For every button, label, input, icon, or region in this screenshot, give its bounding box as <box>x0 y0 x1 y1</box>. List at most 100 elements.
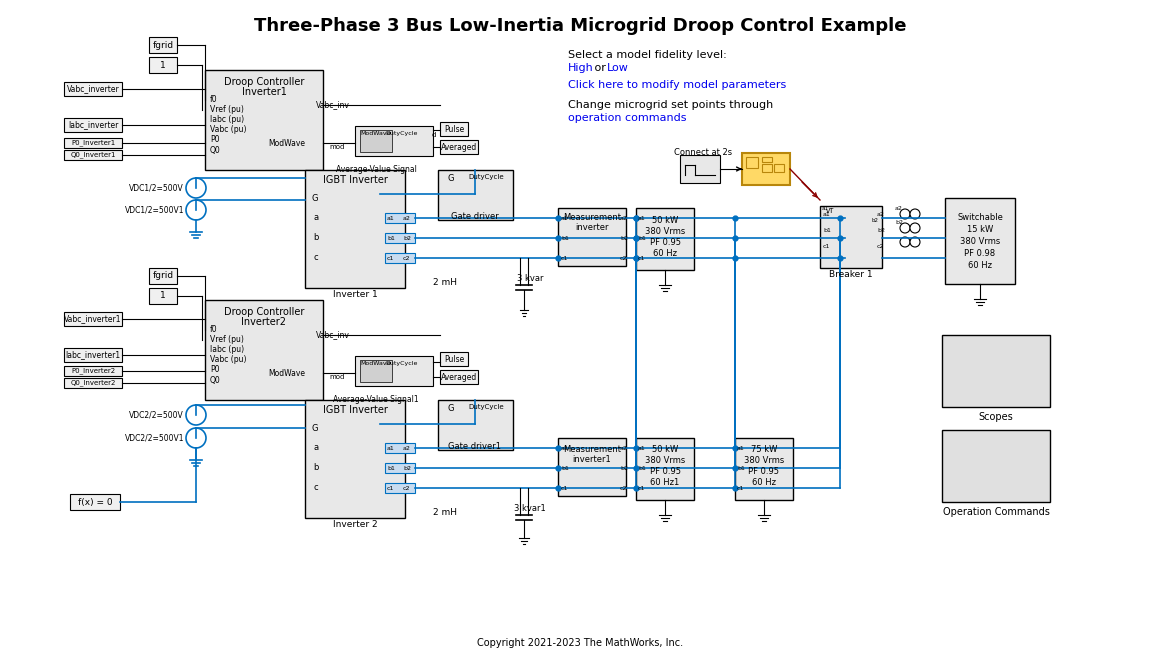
Text: P0_Inverter2: P0_Inverter2 <box>71 368 115 374</box>
Text: c2: c2 <box>403 486 411 490</box>
Text: c1: c1 <box>561 486 569 490</box>
Text: G: G <box>448 404 454 413</box>
Bar <box>64 312 122 326</box>
Text: DutyCycle: DutyCycle <box>385 361 417 366</box>
Text: c1: c1 <box>387 256 395 261</box>
Text: 3 kvar: 3 kvar <box>517 274 543 283</box>
Text: Droop Controller: Droop Controller <box>224 77 304 87</box>
Text: VDC1/2=500V: VDC1/2=500V <box>129 183 183 192</box>
Bar <box>360 360 392 382</box>
Text: DutyCycle: DutyCycle <box>468 404 504 410</box>
Circle shape <box>910 223 920 233</box>
Text: Averaged: Averaged <box>441 372 477 381</box>
Text: Low: Low <box>607 63 629 73</box>
Text: IGBT Inverter: IGBT Inverter <box>323 405 388 415</box>
Text: Vabc_inv: Vabc_inv <box>316 100 349 110</box>
Bar <box>774 164 784 172</box>
Bar <box>942 335 1050 407</box>
Text: a2: a2 <box>620 216 628 220</box>
Text: c2: c2 <box>403 256 411 261</box>
Bar <box>305 170 405 288</box>
Bar <box>305 400 405 518</box>
Bar <box>64 366 122 376</box>
Text: inverter1: inverter1 <box>572 456 612 464</box>
Bar <box>762 164 772 172</box>
Text: Iabc (pu): Iabc (pu) <box>210 115 244 125</box>
Text: c1: c1 <box>737 486 744 490</box>
Text: Gate driver1: Gate driver1 <box>448 442 502 451</box>
Text: Connect at 2s: Connect at 2s <box>673 148 733 157</box>
Text: Breaker 1: Breaker 1 <box>829 270 873 279</box>
Text: Vref (pu): Vref (pu) <box>210 106 244 115</box>
Circle shape <box>186 428 205 448</box>
Text: Gate driver: Gate driver <box>452 212 499 221</box>
Bar <box>558 208 626 266</box>
Text: c: c <box>313 484 318 492</box>
Text: b2: b2 <box>403 466 411 471</box>
Text: Iabc_inverter1: Iabc_inverter1 <box>65 351 121 359</box>
Bar <box>440 352 468 366</box>
Bar <box>636 438 694 500</box>
Text: a: a <box>313 443 318 452</box>
Text: b1: b1 <box>737 466 745 471</box>
Text: Droop Controller: Droop Controller <box>224 307 304 317</box>
Bar <box>680 155 720 183</box>
Text: PF 0.95: PF 0.95 <box>649 467 680 476</box>
Text: 60 Hz1: 60 Hz1 <box>650 478 679 487</box>
Text: 1: 1 <box>160 61 166 70</box>
Bar <box>205 300 323 400</box>
Text: a1: a1 <box>822 206 829 211</box>
Text: b1: b1 <box>561 235 569 241</box>
Text: b1: b1 <box>639 235 646 241</box>
Bar <box>64 138 122 148</box>
Text: c1: c1 <box>639 256 646 261</box>
Text: IGBT Inverter: IGBT Inverter <box>323 175 388 185</box>
Text: Vref (pu): Vref (pu) <box>210 336 244 344</box>
Text: 60 Hz: 60 Hz <box>652 249 677 258</box>
Bar <box>945 198 1015 284</box>
Text: a1: a1 <box>639 445 646 451</box>
Text: P0_Inverter1: P0_Inverter1 <box>71 140 115 147</box>
Text: a1: a1 <box>387 216 395 220</box>
Bar <box>355 126 433 156</box>
Text: fgrid: fgrid <box>152 40 173 50</box>
Text: c: c <box>313 254 318 263</box>
Text: b: b <box>313 464 318 473</box>
Text: G: G <box>312 194 318 203</box>
Bar <box>64 348 122 362</box>
Text: DutyCycle: DutyCycle <box>468 174 504 180</box>
Text: b1: b1 <box>561 466 569 471</box>
Text: ModWave: ModWave <box>268 368 305 378</box>
Text: 3 kvar1: 3 kvar1 <box>514 504 546 513</box>
Text: c1: c1 <box>561 256 569 261</box>
Text: Measurement: Measurement <box>563 213 621 222</box>
Text: a1: a1 <box>823 211 831 216</box>
Text: Inverter2: Inverter2 <box>241 317 287 327</box>
Text: a1: a1 <box>737 445 744 451</box>
Bar <box>440 140 478 154</box>
Text: a1: a1 <box>561 445 569 451</box>
Bar <box>747 157 758 168</box>
Text: c1: c1 <box>387 486 395 490</box>
Text: operation commands: operation commands <box>568 113 686 123</box>
Circle shape <box>910 209 920 219</box>
Text: a2: a2 <box>877 211 885 216</box>
Text: b1: b1 <box>387 235 395 241</box>
Text: PF 0.98: PF 0.98 <box>965 250 996 258</box>
Text: Q0_Inverter1: Q0_Inverter1 <box>71 152 116 158</box>
Bar <box>440 370 478 384</box>
Bar <box>64 150 122 160</box>
Text: G: G <box>448 174 454 183</box>
Text: b1: b1 <box>823 228 831 233</box>
Text: b2: b2 <box>872 218 879 223</box>
Bar <box>64 118 122 132</box>
Text: b2: b2 <box>895 220 903 225</box>
Text: VDC1/2=500V1: VDC1/2=500V1 <box>124 205 183 215</box>
Text: c2: c2 <box>620 486 627 490</box>
Text: b: b <box>313 233 318 243</box>
Text: fgrid: fgrid <box>152 271 173 280</box>
Text: P0: P0 <box>210 136 219 145</box>
Text: Iabc (pu): Iabc (pu) <box>210 346 244 355</box>
Text: Q0: Q0 <box>210 376 221 385</box>
Bar <box>385 233 414 243</box>
